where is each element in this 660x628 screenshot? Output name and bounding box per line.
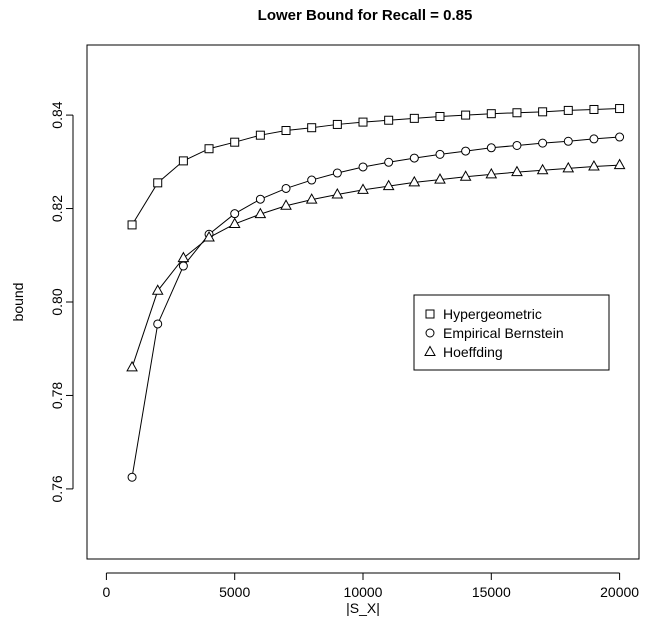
legend-label-empirical-bernstein: Empirical Bernstein [443,325,564,341]
data-point-hypergeometric [409,113,419,123]
data-point-empirical-bernstein [127,472,137,482]
legend-marker-hypergeometric [425,309,435,319]
series-line-hypergeometric [131,108,620,226]
series-empirical-bernstein [127,132,625,482]
x-tick-label: 10000 [344,584,383,600]
data-point-empirical-bernstein [153,319,163,329]
data-point-hoeffding [382,179,395,191]
data-point-empirical-bernstein [538,138,548,148]
data-point-hoeffding [434,173,446,184]
data-point-empirical-bernstein [332,168,342,178]
data-point-hypergeometric [127,220,137,230]
series-hoeffding [126,158,626,372]
data-point-empirical-bernstein [461,146,471,156]
plot-frame [86,44,640,560]
legend-box [413,294,610,371]
data-point-hoeffding [203,230,215,242]
data-point-hypergeometric [615,104,625,114]
y-tick-label: 0.78 [49,382,65,409]
data-point-hypergeometric [230,137,240,147]
x-tick-label: 20000 [600,584,639,600]
chart-title: Lower Bound for Recall = 0.85 [258,7,473,24]
data-point-hoeffding [126,360,138,372]
y-tick-label: 0.80 [49,288,65,315]
data-point-hoeffding [459,170,472,181]
data-point-hypergeometric [384,115,394,125]
data-point-hypergeometric [204,144,214,154]
data-point-empirical-bernstein [358,162,368,172]
y-axis-label: bound [10,283,26,322]
legend-items: Hypergeometric Empirical Bernstein Hoeffdi… [424,306,564,360]
data-point-hoeffding [511,165,523,177]
legend: Hypergeometric Empirical Bernstein Hoeffdi… [413,294,610,371]
data-point-empirical-bernstein [589,134,599,144]
data-point-hoeffding [305,193,318,204]
data-point-empirical-bernstein [230,209,240,219]
data-point-hypergeometric [281,126,291,136]
y-tick-label: 0.76 [49,475,65,502]
x-tick-label: 0 [103,584,111,600]
series-layer [126,104,626,482]
data-point-hoeffding [357,183,369,194]
data-point-hoeffding [588,159,600,171]
data-point-empirical-bernstein [512,140,522,150]
data-point-hypergeometric [153,178,163,188]
legend-marker-empirical-bernstein [425,328,435,338]
data-point-hoeffding [536,163,549,175]
legend-item-empirical-bernstein: Empirical Bernstein [425,325,564,341]
data-point-empirical-bernstein [384,157,394,167]
series-hypergeometric [127,104,625,230]
data-point-hypergeometric [255,130,265,140]
data-point-hoeffding [408,175,421,187]
x-axis: 0 5000 10000 15000 20000 [103,572,639,600]
data-point-empirical-bernstein [615,132,625,142]
data-point-hypergeometric [461,110,471,120]
data-point-hypergeometric [538,107,548,117]
data-point-hoeffding [228,217,241,228]
data-point-hypergeometric [358,117,368,127]
data-point-empirical-bernstein [563,136,573,146]
data-point-hypergeometric [563,105,573,115]
y-tick-label: 0.84 [49,101,65,128]
data-point-hypergeometric [307,123,317,133]
x-tick-label: 15000 [472,584,511,600]
data-point-hoeffding [485,167,498,179]
y-tick-label: 0.82 [49,195,65,222]
data-point-hoeffding [331,187,344,199]
data-point-empirical-bernstein [435,149,445,159]
data-point-hypergeometric [435,111,445,121]
x-tick-label: 5000 [219,584,250,600]
x-axis-label: |S_X| [346,600,380,616]
series-line-hoeffding [131,164,620,368]
legend-label-hypergeometric: Hypergeometric [443,306,542,322]
data-point-hypergeometric [512,108,522,118]
data-point-hoeffding [613,158,626,170]
data-point-empirical-bernstein [255,194,265,204]
legend-label-hoeffding: Hoeffding [443,344,503,360]
legend-item-hypergeometric: Hypergeometric [425,306,542,322]
data-point-empirical-bernstein [307,175,317,185]
legend-marker-hoeffding [424,345,436,356]
data-point-hoeffding [151,284,164,295]
data-point-hoeffding [254,207,267,219]
data-point-empirical-bernstein [486,143,496,153]
data-point-empirical-bernstein [281,183,291,193]
data-point-hypergeometric [332,119,342,129]
data-point-hoeffding [562,161,575,173]
data-point-hypergeometric [486,109,496,119]
data-point-hypergeometric [589,104,599,114]
data-point-hypergeometric [178,156,188,166]
data-point-hoeffding [177,251,190,263]
data-point-empirical-bernstein [178,261,188,271]
y-axis: 0.76 0.78 0.80 0.82 0.84 [49,101,74,503]
data-point-hoeffding [280,199,292,210]
legend-item-hoeffding: Hoeffding [424,344,503,360]
data-point-empirical-bernstein [409,153,419,163]
